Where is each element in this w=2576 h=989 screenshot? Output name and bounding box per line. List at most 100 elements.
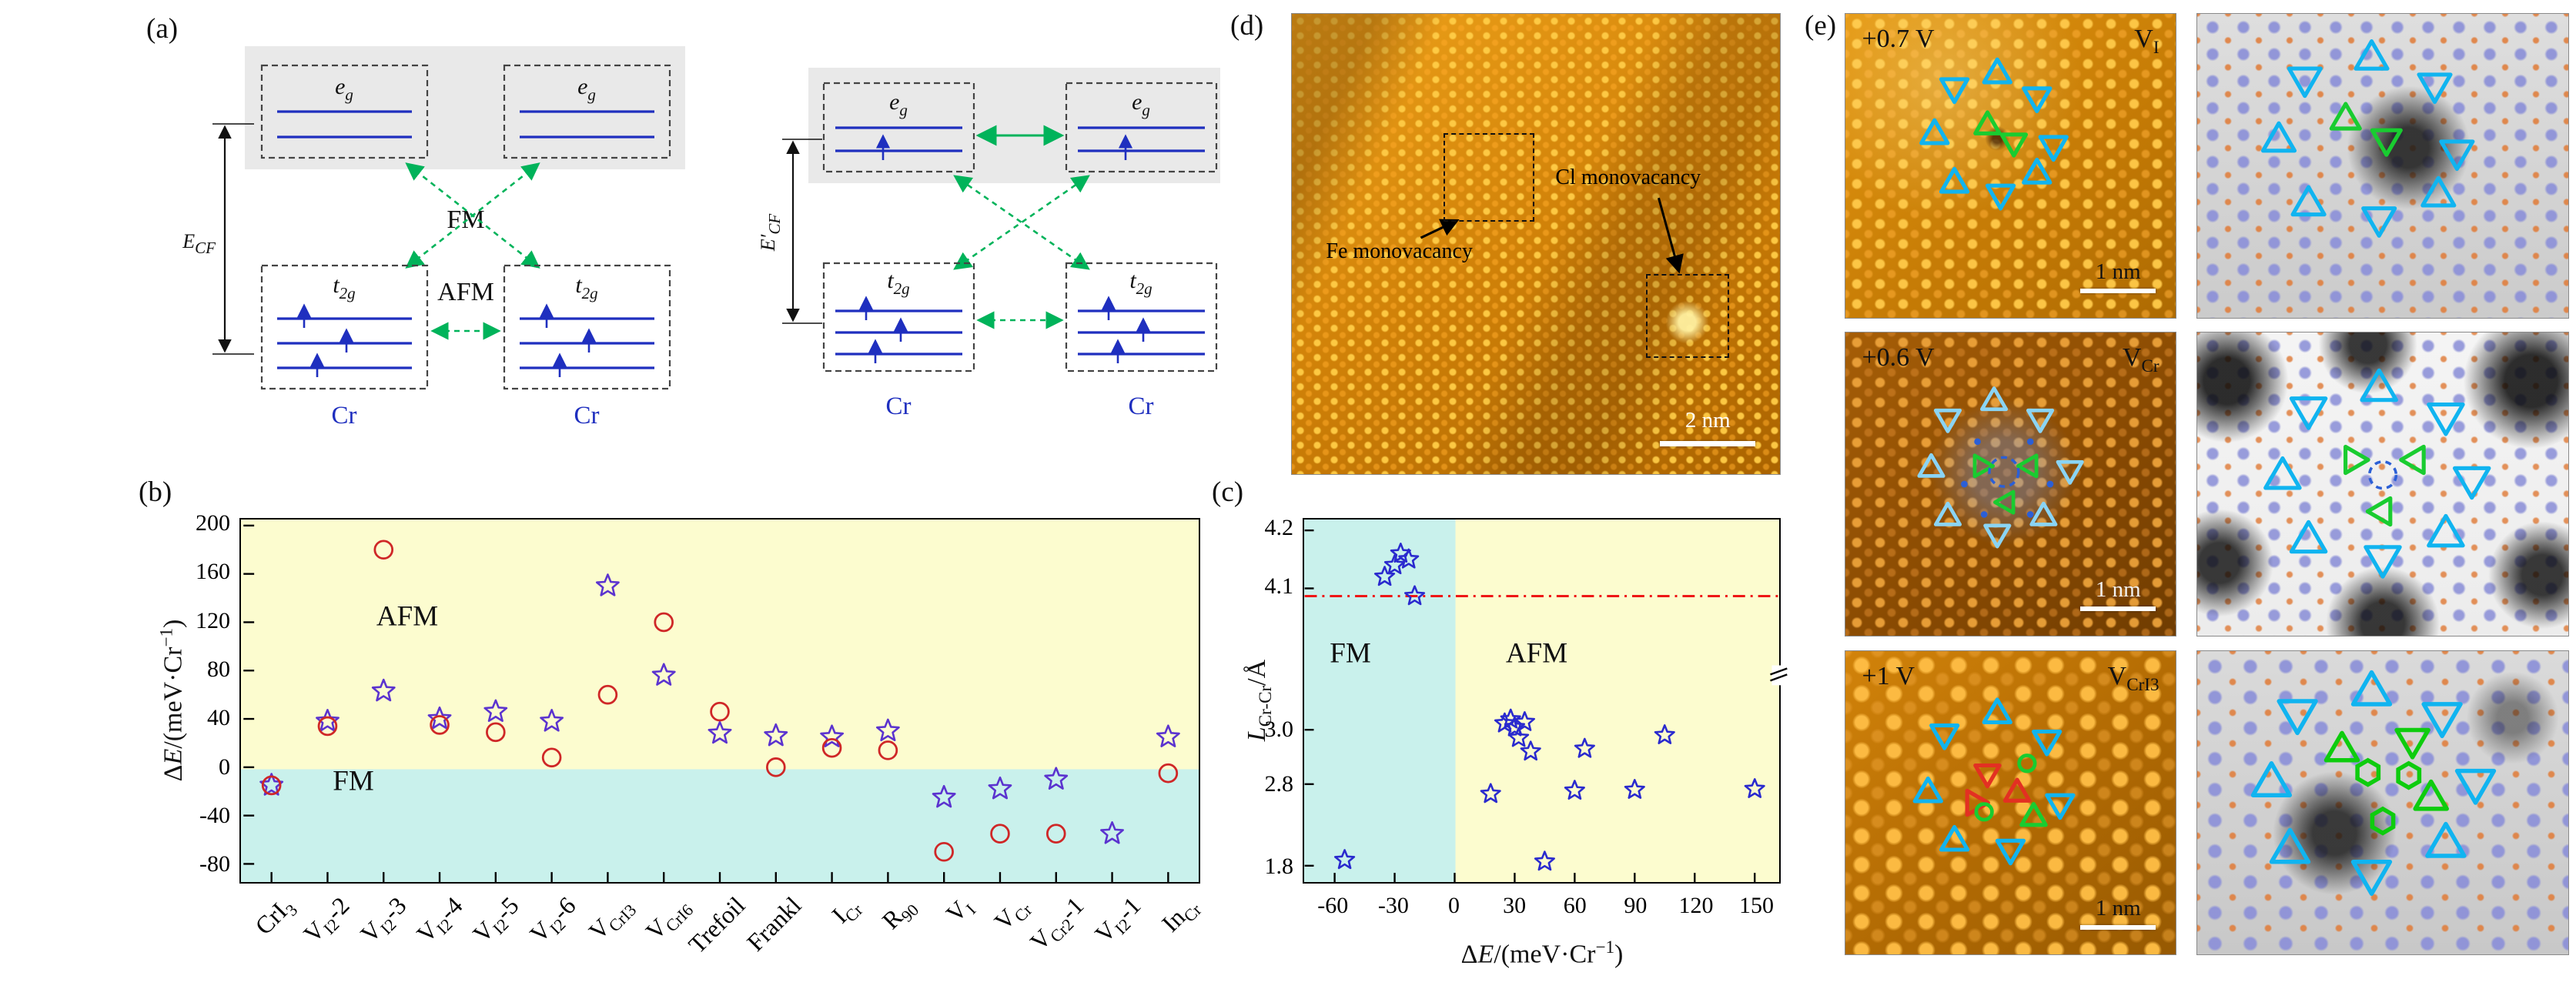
- y-tick-label: 3.0: [1264, 716, 1294, 742]
- y-tick-label: 2.8: [1264, 770, 1294, 797]
- stm-image-v-cr: +0.6 V VCr 1 nm: [1845, 332, 2176, 637]
- cr-atom-label: Cr: [886, 393, 912, 420]
- defect-label: VCr: [2122, 342, 2159, 376]
- y-tick-label: -40: [199, 802, 230, 828]
- category-label: VI2-4: [410, 891, 468, 948]
- eg-band: [245, 46, 685, 169]
- y-tick-label: -80: [199, 851, 230, 877]
- y-tick-label: 40: [207, 705, 230, 731]
- cr-atom-label: Cr: [1129, 393, 1154, 420]
- y-tick-label: 1.8: [1264, 853, 1294, 879]
- panel-e-label: (e): [1805, 10, 1837, 42]
- cl-monovacancy-box: [1645, 273, 1730, 358]
- cl-monovacancy-arrow: [1658, 197, 1684, 274]
- category-label: InCr: [1156, 900, 1206, 937]
- bias-label: +0.7 V: [1862, 24, 1935, 53]
- panel-c-label: (c): [1212, 476, 1244, 508]
- y-tick-label: 4.2: [1264, 515, 1294, 541]
- x-tick-label: 60: [1563, 893, 1587, 918]
- x-axis-title: ΔE/(meV·Cr−1): [1460, 937, 1624, 969]
- crystal-field-energy-label: E′CF: [757, 214, 784, 252]
- stm-image-v-cri3: +1 V VCrI3 1 nm: [1845, 650, 2176, 955]
- superexchange-arrow: [953, 175, 1090, 270]
- y-tick-label: 0: [219, 753, 230, 780]
- scale-bar-label: 1 nm: [2095, 259, 2141, 284]
- bias-label: +1 V: [1862, 661, 1915, 690]
- category-label: VI2-5: [467, 891, 524, 948]
- fe-monovacancy-label: Fe monovacancy: [1326, 239, 1473, 264]
- category-label: VI: [940, 895, 979, 927]
- stm-image-v-i: +0.7 V VI 1 nm: [1845, 13, 2176, 319]
- panel-b-label: (b): [139, 476, 172, 508]
- category-label: VI2-2: [298, 891, 355, 948]
- defect-markers: [2263, 368, 2491, 579]
- afm-label: AFM: [437, 278, 494, 306]
- eg-label: eg: [1132, 89, 1150, 119]
- category-label: Frankl: [741, 891, 807, 957]
- y-tick-label: 200: [196, 510, 230, 536]
- panel-c-chart: LCr-Cr/Å ΔE/(meV·Cr−1) FM AFM -60 -30 0 30 6…: [1243, 493, 1840, 989]
- simulated-image-v-cri3: [2196, 650, 2569, 955]
- panel-a-label: (a): [146, 13, 179, 45]
- category-label: VI2-6: [524, 891, 581, 948]
- scale-bar: [2080, 925, 2156, 931]
- x-tick-label: 90: [1624, 893, 1648, 918]
- t2g-label: t2g: [333, 272, 355, 302]
- y-tick-label: 80: [207, 656, 230, 682]
- eg-label: eg: [889, 89, 908, 119]
- cr-atom-label: Cr: [574, 402, 600, 429]
- plot-area: [1303, 518, 1788, 884]
- t2g-label: t2g: [887, 268, 909, 298]
- fe-monovacancy-box: [1443, 133, 1534, 222]
- defect-label: VI: [2134, 24, 2159, 58]
- x-tick-label: -60: [1317, 893, 1349, 918]
- afm-region-label: AFM: [1505, 637, 1568, 670]
- panel-b-chart: ΔE/(meV·Cr−1) AFM FM -80 -40 0 40 80 120 160 20…: [131, 493, 1239, 989]
- cl-monovacancy-label: Cl monovacancy: [1555, 165, 1701, 190]
- cr-atom-label: Cr: [332, 402, 357, 429]
- eg-band: [808, 68, 1220, 183]
- category-label: VCr2-1: [1025, 891, 1089, 956]
- x-tick-label: 120: [1678, 893, 1714, 918]
- category-label: ICr: [825, 900, 867, 929]
- simulated-image-v-cr: [2196, 332, 2569, 637]
- plot-area: [239, 518, 1200, 884]
- right-exchange-diagram: eg eg E′CF t2g t2g Cr Cr: [757, 68, 1220, 420]
- y-tick-label: 4.1: [1264, 573, 1294, 600]
- fm-region-label: FM: [333, 765, 374, 797]
- category-label: VCrI3: [583, 900, 641, 945]
- left-exchange-diagram: eg eg ECF FM AFM t2g t2g Cr Cr: [182, 46, 685, 429]
- scale-bar-label: 1 nm: [2095, 895, 2141, 921]
- panel-d-label: (d): [1230, 10, 1264, 42]
- panel-d-annotation-arrows: [1420, 197, 1684, 274]
- y-tick-label: 160: [196, 559, 230, 585]
- scale-bar: [2080, 606, 2156, 612]
- crystal-field-energy-label: ECF: [182, 230, 216, 257]
- defect-markers: [1919, 57, 2069, 211]
- category-label: VI2-1: [1089, 891, 1146, 948]
- x-tick-label: -30: [1377, 893, 1409, 918]
- simulated-image-v-i: [2196, 13, 2569, 319]
- fe-monovacancy-arrow: [1420, 219, 1460, 239]
- defect-markers: [2260, 39, 2475, 238]
- eg-label: eg: [577, 74, 596, 104]
- scale-bar: [2080, 289, 2156, 294]
- defect-markers: [2250, 670, 2497, 896]
- scale-bar-label: 2 nm: [1684, 408, 1731, 433]
- defect-markers: [1912, 697, 2076, 866]
- category-label: R90: [876, 900, 923, 934]
- fm-superexchange-arrow: [405, 162, 540, 269]
- panel-d-stm-image: Fe monovacancy Cl monovacancy 2 nm: [1291, 13, 1781, 475]
- panel-a-exchange-diagram: eg eg ECF FM AFM t2g t2g Cr Cr: [182, 46, 1220, 429]
- x-tick-label: 30: [1503, 893, 1527, 918]
- category-label: VI2-3: [354, 891, 411, 948]
- defect-label: VCrI3: [2107, 661, 2159, 695]
- category-label: CrI3: [249, 897, 301, 941]
- y-tick-label: 120: [196, 607, 230, 633]
- afm-region-label: AFM: [376, 600, 439, 633]
- defect-markers: [1917, 386, 2084, 549]
- t2g-label: t2g: [575, 272, 597, 302]
- t2g-label: t2g: [1129, 268, 1152, 298]
- x-tick-label: 150: [1739, 893, 1775, 918]
- scale-bar-label: 1 nm: [2095, 576, 2141, 602]
